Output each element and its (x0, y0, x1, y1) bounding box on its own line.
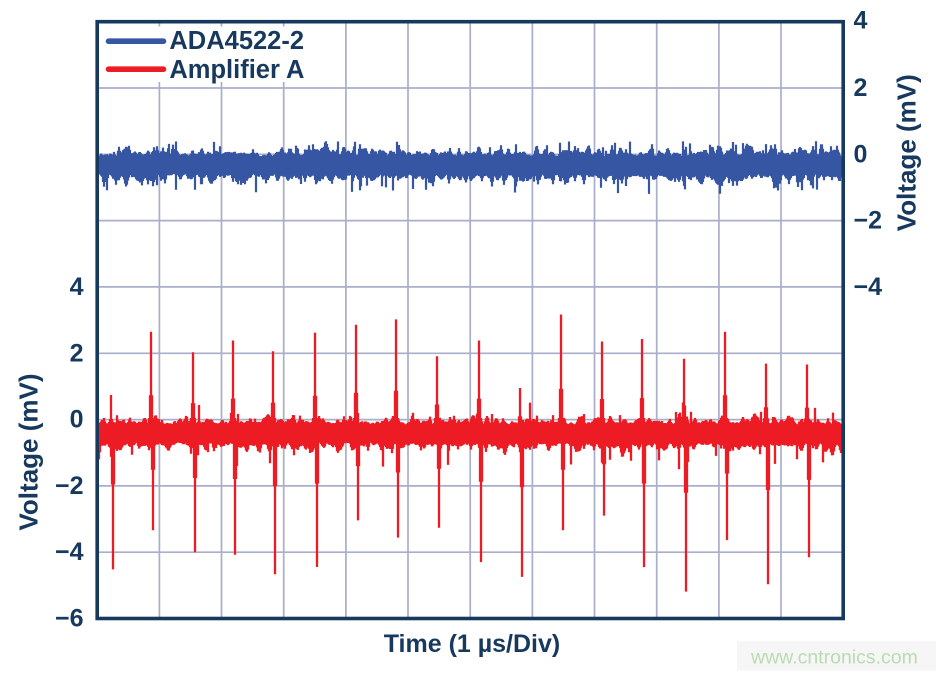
svg-text:−6: −6 (55, 605, 84, 633)
svg-text:0: 0 (854, 140, 868, 168)
svg-text:−4: −4 (55, 538, 84, 566)
svg-text:2: 2 (70, 339, 84, 367)
svg-text:ADA4522-2: ADA4522-2 (169, 27, 304, 55)
svg-text:Voltage (mV): Voltage (mV) (892, 74, 922, 231)
svg-text:4: 4 (854, 7, 868, 35)
svg-text:Amplifier A: Amplifier A (169, 56, 304, 84)
svg-text:4: 4 (70, 273, 84, 301)
svg-text:Time (1 µs/Div): Time (1 µs/Div) (384, 630, 561, 658)
svg-text:−2: −2 (854, 207, 883, 235)
svg-text:Voltage (mV): Voltage (mV) (14, 374, 44, 531)
svg-text:−4: −4 (854, 273, 883, 301)
svg-text:−2: −2 (55, 472, 84, 500)
svg-text:2: 2 (854, 74, 868, 102)
svg-text:0: 0 (70, 406, 84, 434)
svg-text:www.cntronics.com: www.cntronics.com (750, 647, 918, 669)
